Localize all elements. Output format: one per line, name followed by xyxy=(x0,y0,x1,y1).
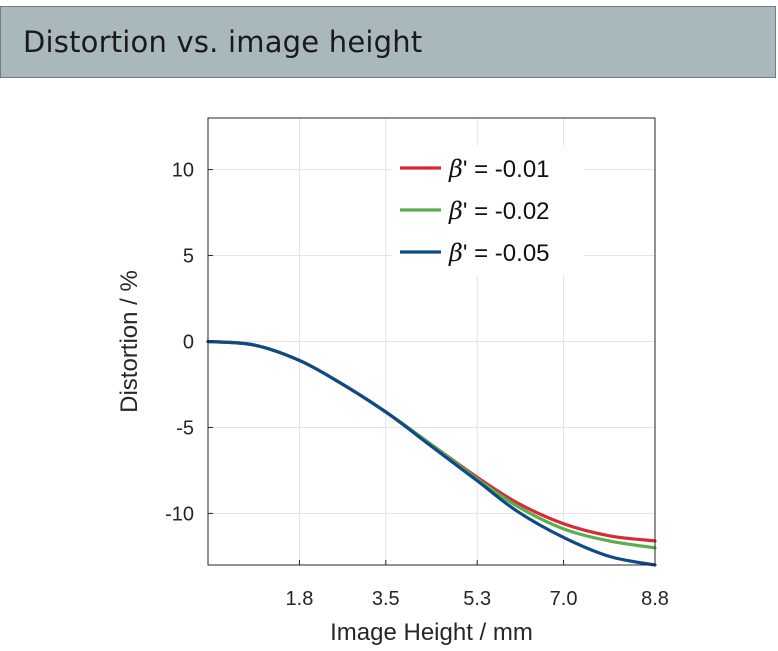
y-tick-label: 10 xyxy=(172,160,194,182)
y-tick-label: 5 xyxy=(183,246,194,268)
y-axis-label: Distortion / % xyxy=(116,270,143,413)
header-band: Distortion vs. image height xyxy=(0,6,776,78)
x-tick-label: 7.0 xyxy=(550,588,578,610)
y-tick-label: -5 xyxy=(176,417,194,439)
legend: β' = -0.01 β' = -0.02 β' = -0.05 xyxy=(392,146,584,276)
series-line-3 xyxy=(206,339,657,567)
x-tick-label: 5.3 xyxy=(463,588,491,610)
x-axis-label: Image Height / mm xyxy=(330,619,533,646)
y-tick-label: 0 xyxy=(183,332,194,354)
x-tick-label: 8.8 xyxy=(641,588,669,610)
legend-entry: β' = -0.05 xyxy=(448,239,550,267)
series-layer xyxy=(206,339,657,567)
legend-entry: β' = -0.01 xyxy=(448,155,550,183)
x-tick-label: 1.8 xyxy=(286,588,314,610)
tick-labels: 1.8 3.5 5.3 7.0 8.8 10 5 0 -5 -10 xyxy=(165,160,669,610)
y-tick-label: -10 xyxy=(165,503,194,525)
page-title: Distortion vs. image height xyxy=(23,25,423,59)
legend-entry: β' = -0.02 xyxy=(448,197,550,225)
x-tick-label: 3.5 xyxy=(372,588,400,610)
series-line-1 xyxy=(206,339,657,543)
